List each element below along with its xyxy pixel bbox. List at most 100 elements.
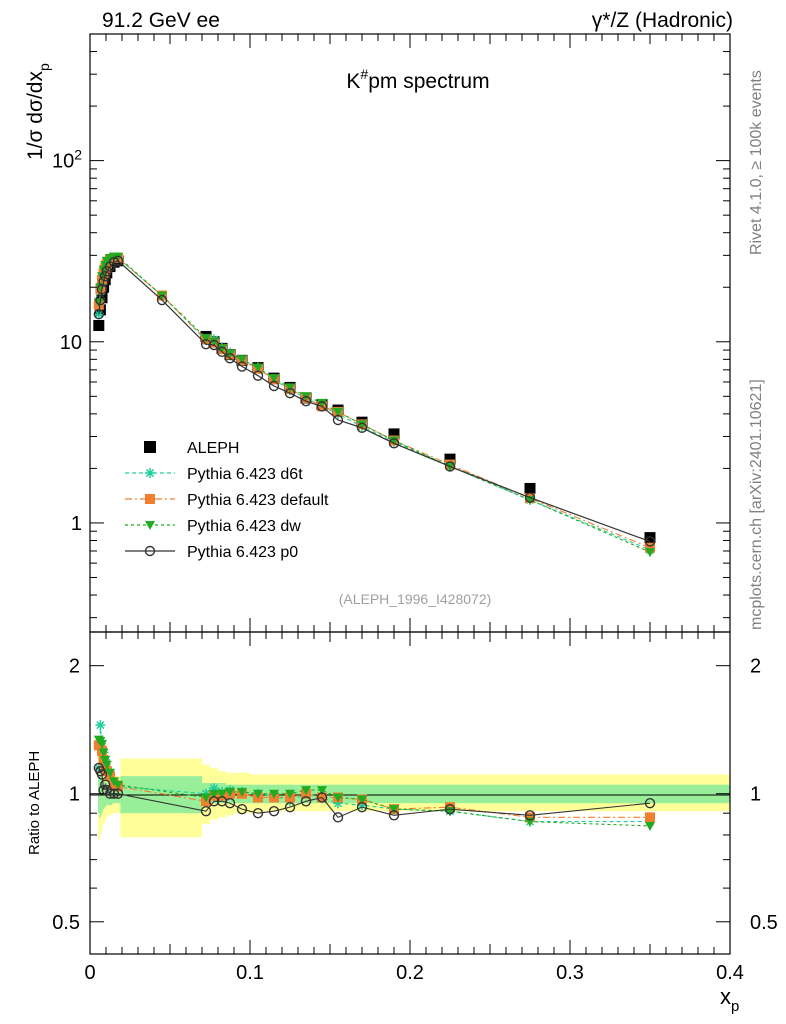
ratio-point-pythia-6-423-dw — [217, 789, 227, 799]
main-point-pythia-6-423-p0 — [524, 492, 536, 503]
ratio-y-tick-label-left: 1 — [69, 784, 80, 806]
ratio-point-pythia-6-423-dw — [285, 789, 295, 799]
ratio-point-pythia-6-423-dw — [237, 787, 247, 797]
ratio-panel: 0.5 0.5 1 1 2 2 0 0.1 0.2 0.3 0.4 Ratio to ALEPH x… — [26, 631, 778, 1015]
ratio-point-pythia-6-423-p0 — [96, 769, 108, 780]
ratio-point-pythia-6-423-p0 — [356, 801, 368, 813]
ratio-point-pythia-6-423-default — [645, 812, 655, 823]
legend-label-pythia-6-423-d6t: Pythia 6.423 d6t — [187, 466, 303, 483]
ratio-point-pythia-6-423-dw — [317, 786, 327, 796]
ratio-axis-ticks: 0.5 0.5 1 1 2 2 0 0.1 0.2 0.3 0.4 — [52, 632, 778, 984]
x-tick-label: 0.2 — [396, 962, 424, 984]
main-line-pythia-6-423-default — [98, 257, 651, 549]
main-line-pythia-6-423-p0 — [98, 260, 651, 543]
ratio-point-pythia-6-423-p0 — [99, 779, 111, 790]
main-point-pythia-6-423-dw — [317, 398, 327, 408]
main-y-tick-label: 1 — [71, 513, 82, 535]
main-point-pythia-6-423-p0 — [208, 339, 220, 351]
main-point-pythia-6-423-dw — [209, 337, 219, 347]
x-axis-label: xp — [720, 984, 739, 1015]
main-point-pythia-6-423-p0 — [268, 380, 280, 392]
ratio-stat-band — [570, 784, 730, 804]
ratio-point-pythia-6-423-dw — [105, 768, 115, 778]
ratio-point-pythia-6-423-p0 — [316, 792, 328, 803]
main-point-pythia-6-423-dw — [389, 436, 399, 446]
ratio-point-pythia-6-423-dw — [100, 756, 111, 766]
ratio-point-pythia-6-423-dw — [201, 793, 211, 803]
ratio-series-group — [93, 720, 656, 831]
ratio-point-pythia-6-423-d6t — [95, 720, 106, 731]
x-tick-label: 0 — [84, 962, 95, 984]
ratio-point-pythia-6-423-p0 — [388, 810, 400, 821]
main-point-pythia-6-423-p0 — [224, 353, 236, 364]
main-point-pythia-6-423-dw — [645, 548, 655, 558]
rivet-version-label: Rivet 4.1.0, ≥ 100k events — [748, 70, 765, 255]
main-point-pythia-6-423-dw — [253, 363, 263, 373]
ratio-point-pythia-6-423-d6t — [357, 800, 367, 811]
ratio-point-pythia-6-423-dw — [98, 748, 109, 758]
main-point-pythia-6-423-p0 — [316, 401, 328, 412]
main-point-pythia-6-423-dw — [269, 374, 279, 384]
main-point-aleph — [444, 453, 456, 465]
ratio-point-pythia-6-423-default — [525, 812, 535, 823]
main-y-axis-label: 1/σ dσ/dxp — [24, 63, 52, 160]
header-process: γ*/Z (Hadronic) — [592, 9, 733, 32]
legend-label-pythia-6-423-dw: Pythia 6.423 dw — [187, 518, 301, 535]
main-point-aleph — [524, 482, 536, 494]
main-point-pythia-6-423-p0 — [98, 276, 109, 287]
legend-marker-pythia-6-423-d6t — [145, 468, 155, 478]
main-point-pythia-6-423-p0 — [95, 294, 106, 306]
ratio-point-pythia-6-423-dw — [209, 789, 219, 799]
main-point-pythia-6-423-p0 — [356, 422, 368, 434]
ratio-point-pythia-6-423-d6t — [93, 762, 104, 773]
legend-marker-aleph — [144, 441, 156, 453]
main-point-pythia-6-423-p0 — [284, 388, 296, 399]
ratio-point-pythia-6-423-p0 — [200, 805, 212, 817]
main-line-pythia-6-423-d6t — [98, 257, 651, 551]
legend-marker-pythia-6-423-p0 — [144, 545, 156, 557]
main-point-aleph — [388, 428, 400, 440]
ratio-point-pythia-6-423-d6t — [209, 783, 219, 794]
main-axis-ticks: 1 10 102 — [52, 33, 731, 632]
main-point-pythia-6-423-dw — [237, 355, 247, 365]
main-point-aleph — [96, 292, 108, 304]
ratio-point-pythia-6-423-p0 — [112, 788, 124, 799]
ratio-point-pythia-6-423-dw — [253, 789, 263, 799]
main-point-pythia-6-423-p0 — [236, 361, 248, 372]
main-point-pythia-6-423-p0 — [96, 284, 108, 295]
main-point-pythia-6-423-dw — [217, 344, 227, 354]
ratio-point-pythia-6-423-p0 — [524, 810, 536, 821]
legend-marker-pythia-6-423-default — [145, 494, 155, 504]
ratio-point-pythia-6-423-p0 — [208, 796, 220, 807]
ratio-point-pythia-6-423-p0 — [644, 798, 656, 809]
main-y-tick-label: 102 — [52, 147, 82, 173]
legend: ALEPH Pythia 6.423 d6t Pythia 6.423 defaul… — [125, 440, 329, 561]
ratio-point-pythia-6-423-dw — [389, 805, 399, 815]
ratio-point-pythia-6-423-default — [445, 802, 455, 813]
ratio-point-pythia-6-423-p0 — [252, 808, 264, 819]
legend-label-pythia-6-423-p0: Pythia 6.423 p0 — [187, 544, 298, 561]
ratio-point-pythia-6-423-p0 — [444, 803, 456, 815]
ratio-point-pythia-6-423-dw — [97, 739, 107, 749]
ratio-stat-band — [410, 784, 490, 804]
main-point-pythia-6-423-p0 — [156, 294, 168, 306]
ratio-point-pythia-6-423-dw — [113, 780, 123, 790]
ratio-point-pythia-6-423-p0 — [104, 788, 116, 799]
ratio-line-pythia-6-423-p0 — [98, 767, 651, 819]
main-point-aleph — [93, 319, 105, 331]
main-point-pythia-6-423-p0 — [216, 346, 228, 358]
ratio-point-pythia-6-423-p0 — [268, 805, 280, 817]
ratio-stat-band — [378, 784, 410, 804]
analysis-reference: (ALEPH_1996_I428072) — [339, 591, 492, 607]
main-series-group — [93, 252, 656, 558]
x-tick-label: 0.1 — [236, 962, 264, 984]
main-point-pythia-6-423-p0 — [93, 308, 105, 320]
main-frame — [89, 33, 731, 633]
main-point-pythia-6-423-dw — [357, 420, 367, 430]
ratio-y-tick-label-left: 2 — [69, 656, 80, 678]
ratio-point-pythia-6-423-d6t — [333, 798, 343, 809]
main-point-pythia-6-423-p0 — [300, 395, 312, 407]
ratio-point-pythia-6-423-p0 — [332, 812, 344, 823]
main-point-pythia-6-423-dw — [285, 383, 295, 393]
